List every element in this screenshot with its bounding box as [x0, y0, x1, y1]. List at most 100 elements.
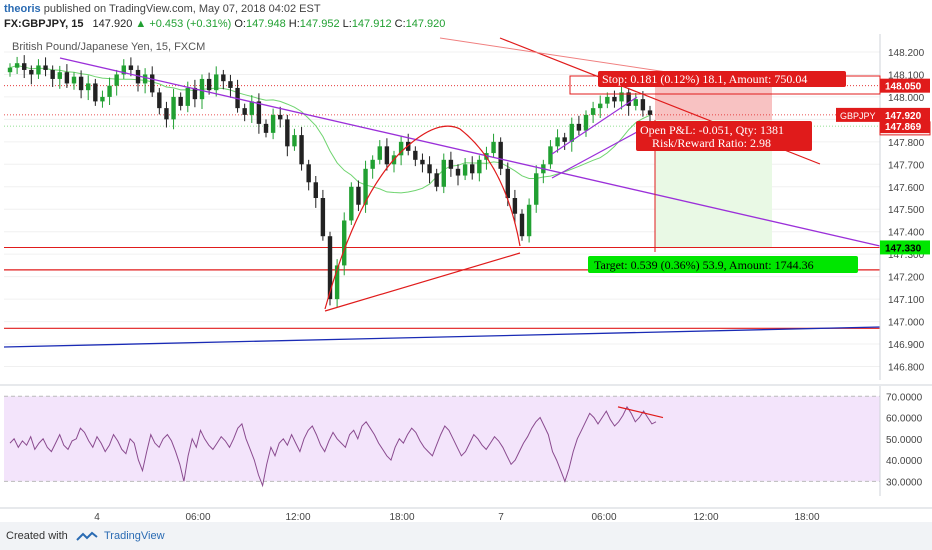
candle-body: [526, 204, 532, 237]
stop-label-bg: [598, 71, 846, 87]
username[interactable]: theoris: [4, 3, 41, 15]
candle-body: [313, 182, 318, 199]
candle-body: [626, 92, 631, 106]
target-label: Target: 0.539 (0.36%) 53.9, Amount: 1744…: [594, 258, 814, 272]
candle-body: [334, 265, 340, 300]
candle-body: [214, 74, 219, 91]
candle-body: [14, 63, 20, 68]
price-tick-label: 148.000: [888, 93, 925, 104]
tradingview-link[interactable]: TradingView: [104, 530, 165, 542]
candle-body: [505, 168, 510, 199]
candle-body: [142, 74, 148, 84]
candle-body: [36, 65, 41, 75]
candle-body: [576, 123, 582, 131]
time-tick-label: 06:00: [185, 512, 210, 522]
candle-body: [57, 72, 62, 79]
price-tick-label: 147.700: [888, 160, 925, 171]
candle-body: [455, 168, 461, 176]
candle-body: [114, 74, 119, 86]
candle-body: [356, 186, 361, 205]
up-arrow-icon: ▲: [135, 18, 147, 30]
candle-body: [583, 114, 589, 131]
candle-body: [377, 146, 382, 160]
candle-body: [605, 96, 610, 104]
candle-body: [555, 137, 560, 147]
candle-body: [619, 92, 624, 102]
candle-body: [128, 65, 134, 70]
candle-body: [93, 83, 98, 102]
candle-body: [512, 198, 518, 214]
time-tick-label: 4: [94, 512, 100, 522]
candle-body: [470, 164, 475, 174]
rsi-band: [4, 396, 880, 482]
price-tick-label: 147.200: [888, 273, 925, 284]
candle-body: [185, 87, 190, 106]
candle-body: [462, 164, 468, 176]
time-tick-label: 18:00: [389, 512, 414, 522]
candle-body: [299, 135, 304, 165]
current-price-label: 147.920: [885, 111, 922, 122]
time-tick-label: 06:00: [591, 512, 616, 522]
candle-body: [519, 213, 525, 237]
candle-body: [7, 67, 13, 73]
open-value: 147.948: [245, 18, 286, 30]
entry-price-label: 147.869: [885, 122, 922, 133]
candle-body: [292, 135, 297, 147]
tradingview-logo-icon: [76, 531, 98, 541]
price-tick-label: 147.800: [888, 138, 925, 149]
open-pl-label-bg: [636, 121, 812, 151]
price-tick-label: 147.300: [888, 250, 925, 261]
open-pl-label: Open P&L: -0.051, Qty: 1381: [640, 123, 784, 137]
candle-body: [448, 159, 454, 169]
candle-body: [349, 186, 354, 221]
candle-body: [477, 159, 482, 174]
price-tick-label: 146.800: [888, 363, 925, 374]
low-value: 147.912: [351, 18, 392, 30]
risk-reward-label: Risk/Reward Ratio: 2.98: [652, 136, 771, 150]
price-change: +0.453 (+0.31%): [149, 18, 232, 30]
candle-body: [598, 103, 603, 109]
candle-body: [78, 76, 84, 91]
candle-body: [206, 78, 212, 91]
price-tick-label: 147.600: [888, 183, 925, 194]
candle-body: [29, 69, 34, 75]
symbol-label[interactable]: FX:GBPJPY, 15: [4, 18, 84, 30]
candle-body: [278, 114, 283, 120]
candle-body: [71, 76, 77, 84]
candle-body: [221, 74, 226, 82]
candle-body: [384, 146, 390, 165]
candle-body: [569, 123, 574, 142]
candle-body: [398, 141, 404, 156]
rsi-line: [9, 405, 657, 488]
channel-lower-line: [551, 131, 638, 179]
price-tick-label: 147.100: [888, 295, 925, 306]
stop-price-label-bg: [880, 78, 930, 93]
rsi-divergence-line: [617, 406, 664, 419]
candle-body: [612, 96, 617, 102]
target-price-label: 147.330: [885, 243, 922, 254]
candle-body: [256, 101, 262, 124]
price-tick-label: 146.900: [888, 340, 925, 351]
stop-label: Stop: 0.181 (0.12%) 18.1, Amount: 750.04: [602, 72, 807, 86]
candle-body: [178, 96, 183, 106]
time-tick-label: 12:00: [693, 512, 718, 522]
candle-body: [498, 141, 503, 169]
candle-body: [363, 168, 368, 205]
time-tick-label: 18:00: [794, 512, 819, 522]
rsi-pane[interactable]: 70.0000 60.0000 50.0000 40.0000 30.0000: [0, 384, 932, 496]
close-value: 147.920: [405, 18, 446, 30]
candle-body: [427, 164, 432, 174]
symbol-tag-bg: [836, 107, 880, 122]
time-axis[interactable]: 4 06:00 12:00 18:00 7 06:00 12:00 18:00: [0, 496, 932, 522]
price-chart[interactable]: British Pound/Japanese Yen, 15, FXCM 148…: [0, 34, 932, 384]
candle-body: [441, 159, 446, 187]
candle-body: [192, 87, 198, 100]
cup-arc: [324, 125, 521, 310]
long-trend-line: [3, 326, 881, 348]
candle-body: [157, 92, 162, 109]
open-label: O:: [234, 18, 246, 30]
rsi-tick-label: 60.0000: [886, 414, 923, 425]
candle-body: [86, 83, 91, 91]
created-with-text: Created with: [6, 530, 68, 542]
candle-body: [242, 108, 247, 115]
